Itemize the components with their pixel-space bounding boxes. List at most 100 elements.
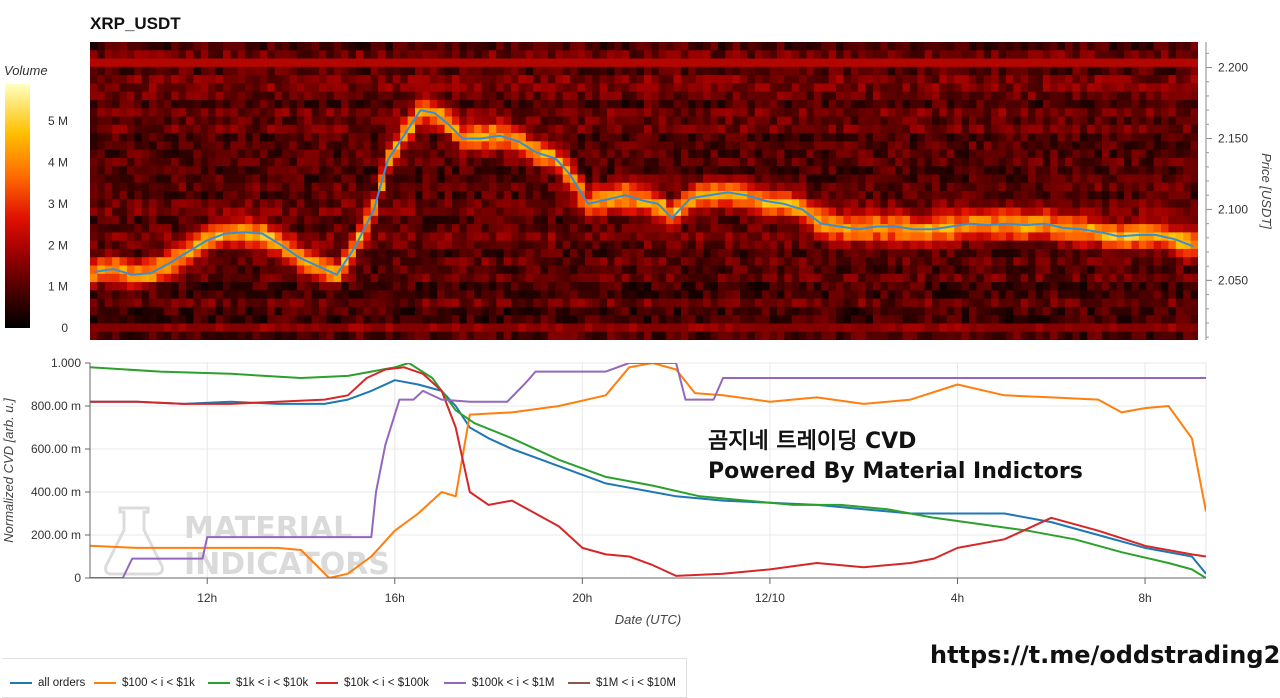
heatmap-cell xyxy=(1050,108,1059,118)
heatmap-cell xyxy=(850,83,859,93)
heatmap-cell xyxy=(725,108,734,118)
heatmap-cell xyxy=(378,66,387,76)
heatmap-cell xyxy=(547,157,556,167)
heatmap-cell xyxy=(97,58,106,68)
heatmap-cell xyxy=(1042,248,1051,258)
heatmap-cell xyxy=(1057,58,1066,68)
heatmap-cell xyxy=(991,124,1000,134)
heatmap-cell xyxy=(976,149,985,159)
heatmap-cell xyxy=(126,91,135,101)
heatmap-cell xyxy=(415,282,423,291)
heatmap-cell xyxy=(865,182,874,192)
heatmap-cell xyxy=(828,42,837,51)
heatmap-cell xyxy=(577,166,586,176)
heatmap-cell xyxy=(747,166,756,176)
heatmap-cell xyxy=(599,224,608,233)
heatmap-cell xyxy=(259,290,268,300)
heatmap-cell xyxy=(880,240,889,250)
heatmap-cell xyxy=(636,248,645,258)
heatmap-cell xyxy=(754,91,763,101)
heatmap-cell xyxy=(562,42,571,51)
heatmap-cell xyxy=(200,265,209,275)
heatmap-cell xyxy=(1042,290,1051,300)
heatmap-cell xyxy=(946,248,955,258)
heatmap-cell xyxy=(252,157,261,167)
heatmap-cell xyxy=(149,108,158,118)
heatmap-cell xyxy=(769,58,778,68)
heatmap-cell xyxy=(496,75,505,84)
heatmap-cell xyxy=(230,66,239,76)
heatmap-cell xyxy=(171,257,180,267)
heatmap-cell xyxy=(902,99,911,109)
heatmap-cell xyxy=(1087,298,1096,308)
heatmap-cell xyxy=(230,108,239,118)
heatmap-cell xyxy=(415,224,423,233)
heatmap-cell xyxy=(289,240,298,250)
heatmap-cell xyxy=(126,199,135,209)
heatmap-cell xyxy=(791,224,800,233)
heatmap-cell xyxy=(710,66,719,76)
heatmap-cell xyxy=(230,224,239,233)
heatmap-cell xyxy=(466,174,475,184)
heatmap-cell xyxy=(1065,91,1074,101)
heatmap-cell xyxy=(525,141,534,151)
heatmap-cell xyxy=(378,75,387,84)
heatmap-cell xyxy=(1065,99,1074,109)
heatmap-cell xyxy=(474,42,483,51)
heatmap-cell xyxy=(644,149,652,159)
heatmap-cell xyxy=(1013,331,1022,340)
heatmap-cell xyxy=(318,42,327,51)
heatmap-cell xyxy=(90,306,98,316)
heatmap-cell xyxy=(496,224,505,233)
heatmap-cell xyxy=(230,232,239,242)
heatmap-cell xyxy=(392,166,401,176)
heatmap-cell xyxy=(318,232,327,242)
heatmap-cell xyxy=(348,66,357,76)
heatmap-cell xyxy=(533,290,542,300)
heatmap-cell xyxy=(163,199,172,209)
heatmap-cell xyxy=(1057,240,1066,250)
heatmap-cell xyxy=(1005,331,1014,340)
heatmap-cell xyxy=(429,83,438,93)
heatmap-cell xyxy=(607,315,616,325)
heatmap-cell xyxy=(1013,273,1022,283)
heatmap-cell xyxy=(1035,166,1044,176)
heatmap-cell xyxy=(1079,58,1088,68)
heatmap-cell xyxy=(754,58,763,68)
heatmap-cell xyxy=(592,232,601,242)
heatmap-cell xyxy=(843,91,852,101)
heatmap-cell xyxy=(208,124,217,134)
heatmap-cell xyxy=(533,58,542,68)
heatmap-cell xyxy=(976,124,985,134)
heatmap-cell xyxy=(274,83,283,93)
heatmap-cell xyxy=(112,66,121,76)
heatmap-cell xyxy=(400,141,409,151)
heatmap-cell xyxy=(348,306,357,316)
heatmap-cell xyxy=(407,282,416,291)
heatmap-cell xyxy=(1028,182,1037,192)
heatmap-cell xyxy=(1057,108,1066,118)
heatmap-cell xyxy=(318,199,327,209)
heatmap-cell xyxy=(799,83,808,93)
heatmap-cell xyxy=(629,42,638,51)
heatmap-cell xyxy=(326,248,335,258)
heatmap-cell xyxy=(348,83,357,93)
heatmap-cell xyxy=(282,149,291,159)
heatmap-cell xyxy=(274,75,283,84)
heatmap-cell xyxy=(858,124,867,134)
heatmap-cell xyxy=(392,323,401,333)
heatmap-cell xyxy=(607,182,616,192)
heatmap-cell xyxy=(459,331,468,340)
heatmap-cell xyxy=(163,91,172,101)
heatmap-cell xyxy=(533,75,542,84)
heatmap-cell xyxy=(163,99,172,109)
heatmap-cell xyxy=(895,207,904,217)
heatmap-cell xyxy=(850,207,859,217)
heatmap-cell xyxy=(1094,66,1103,76)
heatmap-cell xyxy=(784,50,793,60)
heatmap-cell xyxy=(924,116,933,126)
heatmap-cell xyxy=(525,315,534,325)
heatmap-cell xyxy=(917,99,926,109)
heatmap-cell xyxy=(370,257,379,267)
heatmap-cell xyxy=(983,257,992,267)
